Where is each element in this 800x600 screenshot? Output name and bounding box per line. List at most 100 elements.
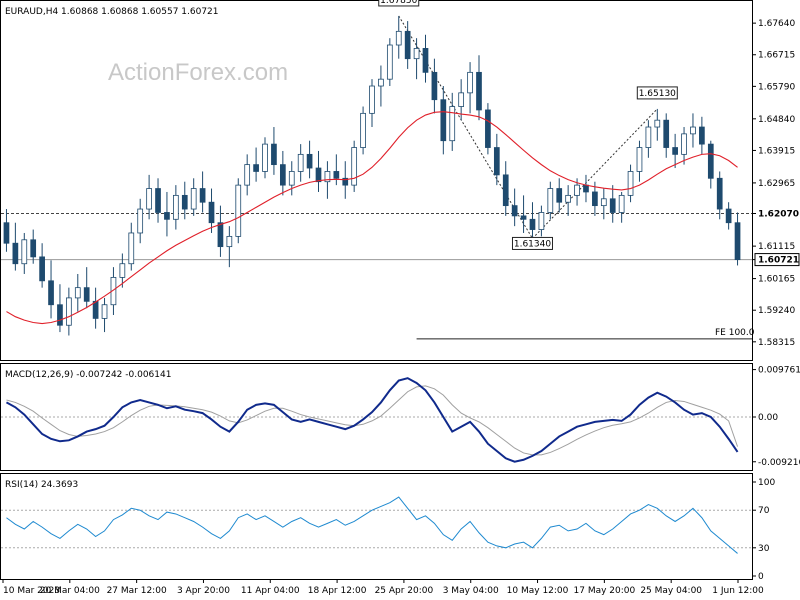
moving-average-line [6,111,738,325]
candle [716,171,723,220]
candle [395,15,402,59]
candle-body [137,208,144,234]
time-tick-label: 10 May 12:00 [507,586,569,596]
candle-body [66,297,72,326]
candle-body [3,222,10,244]
fib-trendline [532,108,658,239]
candle-body [208,201,215,224]
candle-body [360,112,366,148]
candle-body [404,30,411,60]
candle-body [654,119,661,128]
candle-body [324,171,331,183]
candle [556,178,563,213]
candle-body [342,177,349,186]
time-tick-label: 1 Jun 12:00 [712,586,764,596]
candle [458,79,465,121]
rsi-title: RSI(14) 24.3693 [5,480,78,490]
candle-body [74,287,81,299]
candle-body [467,71,473,94]
candle-body [395,30,402,46]
candle-body [609,198,616,213]
candle [663,113,670,158]
candle [74,273,81,312]
candle [413,38,420,80]
candle-body [235,184,242,237]
time-tick-label: 18 Apr 12:00 [308,586,367,596]
candle-body [271,143,277,166]
candle-body [119,263,126,278]
time-tick-label: 10 Mar 2023 [3,586,60,596]
candle [422,34,429,83]
candle-body [297,153,304,172]
candle-body [690,126,696,135]
candle [565,185,571,216]
candle [645,120,652,158]
rsi-tick-label: 0 [758,572,764,582]
candle [538,205,545,237]
price-tick-label: 1.62965 [758,179,795,189]
candle [66,287,72,336]
candle-body [592,191,598,207]
candle-body [547,188,554,213]
price-tick-label: 1.67640 [758,19,795,29]
candle-body [279,164,286,186]
candle [217,205,224,257]
candle [48,260,54,319]
candle [39,243,45,288]
time-tick-label: 17 May 20:00 [574,586,636,596]
candle [502,161,509,216]
candle [511,188,518,227]
price-tick-label: 1.60165 [758,275,795,285]
price-tick-label: 1.59240 [758,306,795,316]
macd-tick-label: 0.00 [758,413,778,423]
candle-body [485,109,491,148]
candle-body [155,188,161,213]
candle [208,188,215,233]
candle-body [173,194,179,220]
candle [253,147,259,182]
candle [30,229,37,264]
candle [306,140,313,179]
candle-body [627,171,634,196]
candle [137,198,144,244]
candle [440,86,447,155]
macd-tick-label: 0.009761 [758,366,800,376]
candle [271,127,277,175]
candle-body [663,119,670,148]
candle [315,150,322,192]
candle [155,178,161,223]
candle-body [386,44,393,80]
candle-body [707,143,714,179]
candle-body [369,85,375,114]
fe-label: FE 100.0 [715,328,755,338]
fib-trendline [398,15,533,239]
candle [654,108,661,141]
candle [3,209,10,252]
close-price-box [754,253,800,267]
candle [449,92,456,151]
candle-body [315,167,322,183]
candle [351,140,358,192]
price-annotation: 1.67850 [380,0,417,6]
candle-body [672,147,678,155]
price-annotation: 1.65130 [639,89,676,99]
price-annotation-box [636,86,678,100]
time-tick-label: 3 May 04:00 [443,586,499,596]
candle [431,58,438,114]
candle-body [21,239,28,265]
candle-body [502,174,509,207]
candle [725,202,732,230]
macd-tick-label: -0.009216 [758,458,800,468]
candle [583,174,589,203]
candle-body [30,239,37,258]
candle-body [57,304,63,326]
candle [690,113,696,148]
candle [146,174,152,220]
candle [386,38,393,87]
candle-body [725,208,732,224]
candle [297,144,304,182]
price-annotation-box [378,0,420,7]
macd-signal-line [6,385,739,456]
candle-body [645,126,652,148]
